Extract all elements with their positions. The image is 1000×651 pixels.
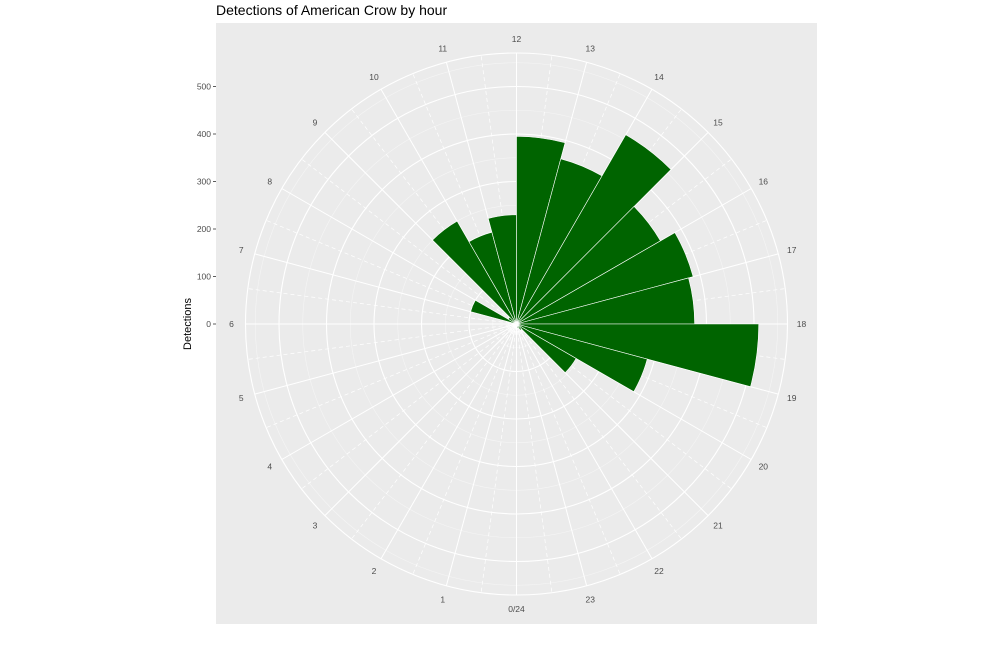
- angle-tick-label: 2: [372, 566, 377, 576]
- major-spoke: [380, 323, 517, 559]
- bar-hour-19: [516, 323, 648, 393]
- angle-tick-label: 14: [654, 72, 664, 82]
- angle-tick-label: 3: [313, 521, 318, 531]
- angle-tick-label: 20: [759, 462, 769, 472]
- minor-spoke: [516, 323, 621, 575]
- angle-tick-label: 12: [512, 34, 522, 44]
- minor-spoke: [480, 323, 517, 593]
- minor-spoke: [516, 323, 553, 593]
- bar-hour-18: [516, 323, 760, 388]
- minor-spoke: [247, 288, 517, 325]
- label-layer: 0/24123456789101112131415161718192021222…: [229, 34, 806, 614]
- angle-tick-label: 22: [654, 566, 664, 576]
- angle-tick-label: 19: [787, 393, 797, 403]
- angle-tick-label: 9: [313, 117, 318, 127]
- bar-hour-22: [516, 323, 520, 329]
- angle-tick-label: 23: [586, 594, 596, 604]
- radial-tick-label: 400: [197, 129, 211, 139]
- radial-tick-label: 300: [197, 177, 211, 187]
- angle-tick-label: 5: [239, 393, 244, 403]
- minor-spoke: [247, 323, 517, 360]
- bar-hour-21: [516, 323, 522, 331]
- angle-tick-label: 1: [440, 594, 445, 604]
- angle-tick-label: 8: [267, 177, 272, 187]
- angle-tick-label: 18: [797, 319, 807, 329]
- angle-tick-label: 4: [267, 462, 272, 472]
- angle-tick-label: 7: [239, 245, 244, 255]
- radial-tick-label: 0: [206, 319, 211, 329]
- bar-hour-16: [516, 232, 694, 325]
- radial-tick-layer: 0 100 200 300 400 500: [197, 82, 216, 329]
- radial-tick-label: 100: [197, 272, 211, 282]
- major-spoke: [516, 323, 588, 586]
- major-spoke: [254, 323, 517, 395]
- chart-title: Detections of American Crow by hour: [216, 2, 448, 18]
- radial-tick-label: 500: [197, 82, 211, 92]
- angle-tick-label: 16: [759, 177, 769, 187]
- bar-hour-12: [516, 136, 566, 325]
- minor-spoke: [412, 323, 517, 575]
- angle-tick-label: 10: [369, 72, 379, 82]
- minor-spoke: [301, 158, 517, 325]
- minor-spoke: [301, 323, 517, 490]
- angle-tick-label: 15: [713, 117, 723, 127]
- major-spoke: [516, 323, 653, 559]
- angle-tick-label: 17: [787, 245, 797, 255]
- angle-tick-label: 0/24: [508, 604, 525, 614]
- angle-tick-label: 6: [229, 319, 234, 329]
- angle-tick-label: 11: [438, 44, 447, 54]
- bar-hour-20: [516, 323, 577, 374]
- minor-spoke: [351, 323, 517, 540]
- angle-tick-label: 13: [586, 44, 596, 54]
- angle-tick-label: 21: [713, 521, 723, 531]
- major-spoke: [281, 323, 517, 460]
- y-axis-label: Detections: [182, 298, 194, 350]
- bar-hour-7: [470, 299, 517, 325]
- major-spoke: [324, 323, 517, 516]
- minor-spoke: [516, 323, 682, 540]
- bar-layer: [432, 134, 760, 393]
- major-spoke: [445, 323, 517, 586]
- minor-spoke: [265, 323, 517, 429]
- bar-hour-9: [432, 220, 517, 325]
- radial-tick-label: 200: [197, 224, 211, 234]
- bar-hour-14: [516, 134, 672, 325]
